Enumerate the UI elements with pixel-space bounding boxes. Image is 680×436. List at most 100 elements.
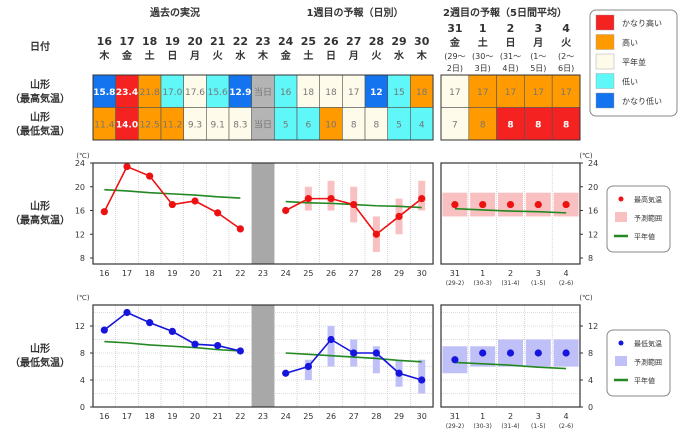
x-tick-label: 18 <box>145 412 155 421</box>
table-frame <box>92 74 434 141</box>
table-cell-value: 7 <box>452 120 458 130</box>
table-cell-value: 12 <box>370 88 383 98</box>
y-tick-label-right: 8 <box>588 349 593 358</box>
x-tick-label: 24 <box>281 269 291 278</box>
date-number: 16 <box>97 35 113 48</box>
week2-x-tick-label: 2 <box>508 269 513 278</box>
week2-x-range-label: (31-4) <box>501 280 519 287</box>
legend-range-icon <box>615 212 627 222</box>
table-cell-value: 16 <box>280 88 292 98</box>
table-cell-value: 14.0 <box>116 120 138 130</box>
week2-range-end: 6日) <box>558 64 574 73</box>
week2-x-tick-label: 4 <box>564 269 569 278</box>
legend-label: かなり低い <box>622 96 662 106</box>
x-tick-label: 21 <box>213 269 223 278</box>
table-cell-value: 15 <box>393 88 404 98</box>
x-tick-label: 30 <box>417 269 427 278</box>
date-weekday: 日 <box>167 50 177 62</box>
week2-table-cell-max <box>524 74 553 108</box>
x-tick-label: 22 <box>235 269 245 278</box>
y-tick-label-right: 12 <box>588 322 598 331</box>
table-cell-value: 4 <box>419 120 425 130</box>
week2-point <box>479 349 487 357</box>
x-tick-label: 19 <box>167 269 177 278</box>
table-row-min: 11.4 14.0 12.5 11.2 9.3 9.1 8.3 当日 5 6 10 8 8 5 4 7 8 8 8 8 <box>92 107 581 141</box>
table-cell-value: 12.5 <box>140 120 160 130</box>
week2-table-cell-min <box>524 107 553 141</box>
legend-range-icon <box>615 356 627 366</box>
x-tick-label: 30 <box>417 412 427 421</box>
x-tick-label: 25 <box>303 269 313 278</box>
normal-line-week2 <box>454 207 567 214</box>
week2-x-range-label: (31-4) <box>501 423 519 430</box>
forecast-point <box>327 195 335 203</box>
y-unit-left: (℃) <box>76 294 90 302</box>
forecast-point <box>395 212 403 221</box>
date-weekday: 月 <box>348 50 359 62</box>
x-tick-label: 17 <box>122 412 132 421</box>
y-unit-left: (℃) <box>76 152 90 160</box>
week2-x-range-label: (30-3) <box>474 280 492 287</box>
row-label-max-type: （最高気温） <box>10 92 70 105</box>
forecast-point <box>282 206 290 215</box>
table-cell-value: 15.6 <box>208 88 228 98</box>
week2-point <box>506 349 515 357</box>
forecast-point <box>350 349 358 357</box>
week2-x-range-label: (29-2) <box>446 423 464 430</box>
week2-x-tick-label: 31 <box>450 269 460 278</box>
plot-frame <box>92 162 434 265</box>
y-tick-label-right: 20 <box>588 183 598 192</box>
week2-point <box>451 200 459 209</box>
observed-point <box>123 308 131 317</box>
week2-x-tick-label: 3 <box>536 269 541 278</box>
week2-x-tick-label: 31 <box>450 412 460 421</box>
date-number: 23 <box>255 35 270 48</box>
chart-min: 山形（最低気温）0 04 48 812 12(℃) (℃)16 17 18 19 20 21 22 23… <box>10 294 671 430</box>
x-tick-label: 22 <box>235 412 245 421</box>
week2-x-range-label: (1-5) <box>531 423 545 430</box>
x-tick-label: 27 <box>349 412 359 421</box>
x-tick-label: 26 <box>326 269 336 278</box>
forecast-point <box>304 195 312 203</box>
table-cell-value: 10 <box>325 120 337 130</box>
row-label-max-station: 山形 <box>30 78 50 91</box>
week2-point <box>562 200 570 209</box>
week2-range-end: 4日) <box>502 64 518 73</box>
table-cell-value: 23.4 <box>116 88 138 98</box>
observed-point <box>191 197 199 205</box>
observed-point <box>168 327 176 335</box>
week2-x-range-label: (2-6) <box>559 280 573 287</box>
week2-table-cell-max <box>468 74 497 108</box>
y-tick-label-left: 4 <box>80 376 85 385</box>
observed-point <box>123 162 131 171</box>
week2-date-number: 1 <box>479 22 487 35</box>
week2-range-start: (31～ <box>500 52 521 61</box>
table-cell-value: 8.3 <box>233 120 247 130</box>
chart-station-label: 山形 <box>30 342 50 355</box>
x-tick-label: 25 <box>303 412 313 421</box>
week2-table-frame <box>440 74 581 141</box>
date-weekday: 月 <box>189 50 200 62</box>
week2-date-weekday: 月 <box>532 37 543 49</box>
legend-label: 低い <box>622 77 638 87</box>
y-unit-right: (℃) <box>579 294 593 302</box>
week2-table-cell-max <box>440 74 470 108</box>
row-label-min-station: 山形 <box>30 111 50 124</box>
week2-date-number: 4 <box>562 22 570 35</box>
y-tick-label-right: 4 <box>588 376 593 385</box>
table-cell-value: 17 <box>505 88 516 98</box>
table-cell-value: 8 <box>535 120 541 130</box>
week2-range-start: (30～ <box>472 52 493 61</box>
x-tick-label: 16 <box>99 269 109 278</box>
x-tick-label: 17 <box>122 269 132 278</box>
legend-label: 平年並 <box>622 57 646 67</box>
week2-date-weekday: 金 <box>449 36 461 49</box>
header-week1: 1週目の予報（日別） <box>307 6 404 19</box>
table-cell-value: 18 <box>325 88 337 98</box>
forecast-point <box>372 349 380 357</box>
y-tick-label-left: 24 <box>75 159 85 168</box>
week2-range-start: (1～ <box>530 52 546 61</box>
week2-date-weekday: 土 <box>478 36 488 49</box>
